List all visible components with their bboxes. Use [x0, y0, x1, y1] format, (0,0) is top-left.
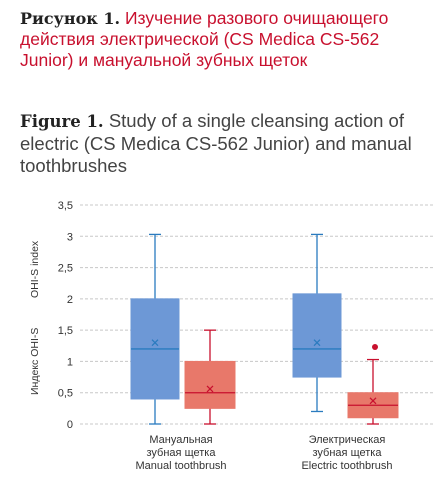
mean-marker [369, 397, 377, 405]
caption-english-lead: Figure 1. [20, 112, 104, 131]
box-2-1 [292, 233, 342, 413]
category-label-line: Electric toothbrush [301, 460, 392, 472]
y-axis-label-ru: Индекс OHI-S [29, 328, 41, 395]
y-tick-labels: 0 0,5 1 1,5 2 2,5 3 3,5 [58, 200, 73, 431]
boxes-layer [130, 233, 399, 425]
category-label-line: зубная щетка [147, 447, 217, 459]
caption-russian: Рисунок 1. Изучение разового очищающего … [20, 8, 430, 71]
box-2-2 [347, 344, 399, 425]
y-tick-label: 0,5 [58, 388, 73, 400]
caption-russian-text: Изучение разового очищающего действия эл… [20, 8, 389, 70]
category-label-line: зубная щетка [313, 447, 383, 459]
caption-english-text: Study of a single cleansing action of el… [20, 110, 412, 176]
box-body [184, 360, 236, 409]
outlier-point [372, 344, 378, 351]
y-tick-label: 2,5 [58, 263, 73, 275]
category-label-line: Мануальная [149, 434, 212, 446]
box-1-2 [184, 329, 236, 425]
mean-marker [313, 339, 321, 347]
y-tick-label: 1 [67, 356, 73, 368]
category-label-line: Manual toothbrush [135, 460, 226, 472]
y-tick-label: 1,5 [58, 325, 73, 337]
caption-russian-lead: Рисунок 1. [20, 9, 121, 28]
mean-marker [151, 339, 159, 347]
y-tick-label: 0 [67, 419, 73, 431]
caption-english: Figure 1. Study of a single cleansing ac… [20, 110, 430, 177]
y-tick-label: 3 [67, 231, 73, 243]
y-tick-label: 2 [67, 294, 73, 306]
box-1-1 [130, 233, 180, 425]
y-tick-label: 3,5 [58, 200, 73, 212]
box-body [292, 293, 342, 378]
mean-marker [206, 385, 214, 393]
category-label-line: Электрическая [309, 434, 386, 446]
y-axis-label-en: OHI-S index [29, 240, 41, 298]
